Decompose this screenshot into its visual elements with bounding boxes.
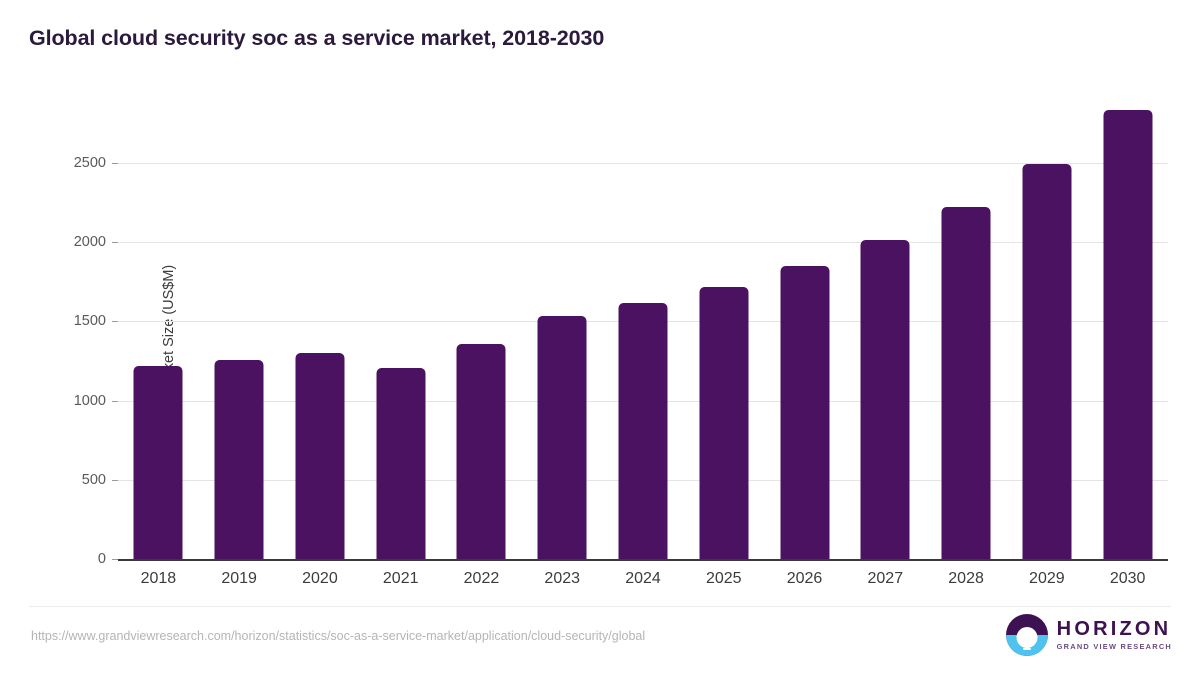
bar-slot <box>926 100 1007 559</box>
bar-slot <box>764 100 845 559</box>
y-axis-tick-mark <box>112 400 118 402</box>
bar-slot <box>360 100 441 559</box>
x-axis-tick-label-2022: 2022 <box>463 570 500 587</box>
x-axis-tick-label-2030: 2030 <box>1109 570 1146 587</box>
y-axis-tick-label: 1500 <box>73 313 106 330</box>
logo-ray-3 <box>1022 648 1031 651</box>
bar-2025[interactable] <box>699 286 749 559</box>
bar-2024[interactable] <box>618 302 668 559</box>
y-axis-tick-mark <box>112 559 118 560</box>
logo-sun-shape <box>1016 627 1038 649</box>
logo-wordmark: HORIZON GRAND VIEW RESEARCH <box>1057 619 1172 650</box>
bar-2030[interactable] <box>1103 109 1153 559</box>
y-axis-tick-mark <box>112 321 118 323</box>
y-axis-tick-mark <box>112 479 118 481</box>
bar-2026[interactable] <box>780 265 830 559</box>
x-axis-tick-label-2020: 2020 <box>302 570 338 587</box>
x-axis-tick-label-2028: 2028 <box>948 570 984 587</box>
x-axis-tick-label-2029: 2029 <box>1029 570 1065 587</box>
bar-slot <box>1006 100 1087 559</box>
x-axis-tick-label-2021: 2021 <box>382 570 419 587</box>
logo-ray-2 <box>1019 644 1034 647</box>
x-axis-tick-label-2025: 2025 <box>705 570 742 587</box>
y-axis-tick-label: 0 <box>97 551 106 567</box>
y-axis-tick-mark <box>112 163 118 164</box>
x-axis-tick-label-2026: 2026 <box>786 570 823 587</box>
logo-name: HORIZON <box>1056 618 1172 641</box>
bar-slot <box>522 100 603 559</box>
x-axis-tick-label-2023: 2023 <box>544 570 581 587</box>
bar-slot <box>199 100 280 559</box>
logo-ray-1 <box>1017 640 1037 643</box>
y-axis-tick-mark <box>112 242 118 244</box>
y-axis-tick-label: 500 <box>81 471 106 488</box>
bar-slot <box>603 100 684 559</box>
y-axis-tick-label: 2500 <box>73 155 106 171</box>
bar-2020[interactable] <box>295 353 345 559</box>
bar-2027[interactable] <box>860 239 910 559</box>
bar-slot <box>441 100 522 559</box>
bar-2022[interactable] <box>456 343 506 559</box>
x-axis-tick-label-2027: 2027 <box>867 570 904 587</box>
x-axis-tick-label-2018: 2018 <box>140 570 177 587</box>
bar-2023[interactable] <box>537 316 587 559</box>
gridline <box>118 559 1168 561</box>
bar-2029[interactable] <box>1022 164 1072 559</box>
bar-2021[interactable] <box>376 367 426 559</box>
bar-series <box>118 100 1168 559</box>
bar-2028[interactable] <box>941 206 991 559</box>
bar-slot <box>845 100 926 559</box>
y-axis-tick-label: 1000 <box>73 392 106 409</box>
bar-slot <box>280 100 361 559</box>
gridline <box>118 163 1168 164</box>
logo-tagline: GRAND VIEW RESEARCH <box>1056 642 1172 652</box>
plot-area: Market Size (US$M) 0 500 1000 1500 2000 2500 … <box>74 100 1168 587</box>
bar-2018[interactable] <box>133 366 183 559</box>
x-axis-tick-label-2024: 2024 <box>625 570 661 587</box>
y-axis-tick-label: 2000 <box>73 234 106 251</box>
brand-logo[interactable]: HORIZON GRAND VIEW RESEARCH <box>1005 614 1172 656</box>
footer-divider <box>29 606 1171 607</box>
page-title: Global cloud security soc as a service m… <box>29 26 605 50</box>
source-url-link[interactable]: https://www.grandviewresearch.com/horizo… <box>31 629 646 643</box>
horizon-sunset-circle-icon <box>1005 614 1048 656</box>
x-axis-tick-label-2019: 2019 <box>221 570 257 587</box>
bar-2019[interactable] <box>214 359 264 559</box>
gridline <box>118 242 1168 244</box>
bar-slot <box>1087 100 1168 559</box>
bar-slot <box>118 100 199 559</box>
bar-slot <box>683 100 764 559</box>
